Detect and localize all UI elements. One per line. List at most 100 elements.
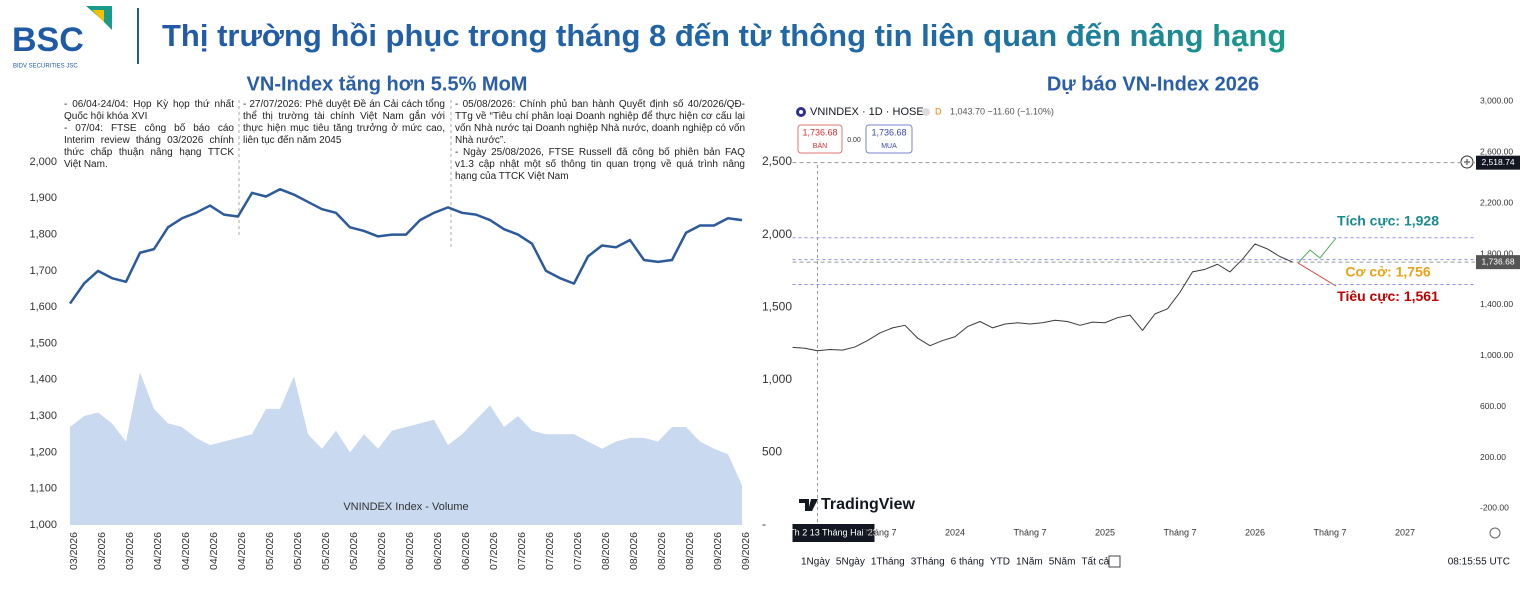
interval-badge: D <box>935 106 942 116</box>
x-tick-label: Tháng 7 <box>1313 527 1346 537</box>
x-tick-label: Tháng 7 <box>1013 527 1046 537</box>
buy-label: MUA <box>881 143 897 150</box>
price-tag: 1,736.68 <box>1481 256 1514 266</box>
settings-icon[interactable] <box>1489 527 1501 539</box>
range-button[interactable]: 3Tháng <box>911 557 945 568</box>
projection-up <box>1297 237 1337 264</box>
range-button[interactable]: 1Tháng <box>871 557 905 568</box>
x-tick-label: 03/2026 <box>96 532 108 570</box>
brand-logo <box>799 499 818 511</box>
range-button[interactable]: 1Ngày <box>801 557 830 568</box>
y2-tick-label: -200.00 <box>1480 503 1509 513</box>
x-tick-label: 04/2026 <box>152 532 164 570</box>
price-tag: 2,518.74 <box>1481 157 1514 167</box>
y2-tick-label: 3,000.00 <box>1480 96 1513 106</box>
y2-tick-label: 1,400.00 <box>1480 299 1513 309</box>
range-button[interactable]: 6 tháng <box>951 557 984 568</box>
range-button[interactable]: 5Ngày <box>836 557 865 568</box>
crosshair-label-bg <box>792 524 875 542</box>
x-tick-label: 2024 <box>945 527 965 537</box>
x-tick-label: 06/2026 <box>432 532 444 570</box>
x-tick-label: 03/2026 <box>124 532 136 570</box>
x-tick-label: 04/2026 <box>180 532 192 570</box>
x-tick-label: 05/2026 <box>348 532 360 570</box>
y-tick-label: 2,000 <box>29 156 57 168</box>
y-tick-label: 1,500 <box>762 299 792 313</box>
annotation-line: - 27/07/2026: Phê duyệt Đề án Cải cách t… <box>243 99 445 146</box>
x-tick-label: 07/2026 <box>572 532 584 570</box>
range-button[interactable]: 1Năm <box>1016 557 1043 568</box>
add-icon <box>1464 159 1470 165</box>
y-tick-label: - <box>762 517 766 531</box>
annotation: - 05/08/2026: Chính phủ ban hành Quyết đ… <box>455 99 745 183</box>
x-tick-label: 2026 <box>1245 527 1265 537</box>
annotation-line: - 05/08/2026: Chính phủ ban hành Quyết đ… <box>455 99 745 146</box>
logo-subtitle: BIDV SECURITIES JSC <box>13 64 78 70</box>
calendar-icon[interactable] <box>1108 555 1121 568</box>
price-tag-bg <box>1476 255 1520 270</box>
chart-title: VN-Index tăng hơn 5.5% MoM <box>247 73 528 95</box>
x-tick-label: 04/2026 <box>236 532 248 570</box>
x-tick-label: 2027 <box>1395 527 1415 537</box>
x-tick-label: 05/2026 <box>320 532 332 570</box>
brand: TradingView <box>821 496 916 513</box>
x-tick-label: 05/2026 <box>292 532 304 570</box>
range-button[interactable]: YTD <box>990 557 1010 568</box>
range-button[interactable]: Tất cả <box>1081 556 1109 568</box>
x-tick-label: 08/2026 <box>656 532 668 570</box>
y2-tick-label: 600.00 <box>1480 401 1506 411</box>
x-tick-label: 08/2026 <box>628 532 640 570</box>
range-button[interactable]: 5Năm <box>1049 557 1076 568</box>
x-tick-label: 06/2026 <box>404 532 416 570</box>
annotation: - 06/04-24/04: Họp Kỳ họp thứ nhất Quốc … <box>64 99 234 171</box>
symbol: VNINDEX · 1D · HOSE <box>810 106 924 118</box>
scenario-label: Tiêu cực: 1,561 <box>1337 288 1439 304</box>
annotation: - 27/07/2026: Phê duyệt Đề án Cải cách t… <box>243 99 445 147</box>
y-tick-label: 1,600 <box>29 301 57 313</box>
x-tick-label: 09/2026 <box>740 532 752 570</box>
scenario-label: Cơ cở: 1,756 <box>1345 263 1430 279</box>
y2-tick-label: 1,800.00 <box>1480 248 1513 258</box>
badge-bg <box>922 108 930 116</box>
y-tick-label: 1,700 <box>29 265 57 277</box>
x-tick-label: 08/2026 <box>600 532 612 570</box>
x-tick-label: Th 2 13 Tháng Hai '23 <box>789 527 878 537</box>
y-tick-label: 1,000 <box>29 519 57 531</box>
slide-title: Thị trường hồi phục trong tháng 8 đến từ… <box>162 18 1286 53</box>
y2-tick-label: 1,000.00 <box>1480 350 1513 360</box>
price-line <box>792 243 1293 352</box>
projection-down <box>1297 262 1337 287</box>
y-tick-label: 1,900 <box>29 192 57 204</box>
buy-price: 1,736.68 <box>871 127 906 137</box>
y-tick-label: 1,000 <box>762 372 792 386</box>
annotation-line: - 06/04-24/04: Họp Kỳ họp thứ nhất Quốc … <box>64 99 234 122</box>
x-tick-label: 05/2026 <box>264 532 276 570</box>
x-tick-label: 07/2026 <box>516 532 528 570</box>
annotation-line: - 07/04: FTSE công bố báo cáo Interim re… <box>64 123 234 170</box>
y2-tick-label: 2,200.00 <box>1480 197 1513 207</box>
logo-mark <box>86 6 112 30</box>
y-tick-label: 1,400 <box>29 374 57 386</box>
x-tick-label: 07/2026 <box>488 532 500 570</box>
scenario-label: Tích cực: 1,928 <box>1337 213 1439 229</box>
price-line <box>68 187 743 305</box>
series-label: VNINDEX Index - Volume <box>343 501 468 513</box>
y-tick-label: 1,300 <box>29 410 57 422</box>
x-tick-label: 06/2026 <box>376 532 388 570</box>
spread: 0.00 <box>847 137 861 144</box>
chart-title: Dự báo VN-Index 2026 <box>1047 73 1259 95</box>
annotation-line: - Ngày 25/08/2026, FTSE Russell đã công … <box>455 147 745 182</box>
x-tick-label: 08/2026 <box>684 532 696 570</box>
y2-tick-label: 200.00 <box>1480 452 1506 462</box>
x-tick-label: 04/2026 <box>208 532 220 570</box>
x-tick-label: 06/2026 <box>460 532 472 570</box>
y-tick-label: 2,500 <box>762 154 792 168</box>
sell-price: 1,736.68 <box>802 127 837 137</box>
buy-box <box>865 124 913 154</box>
y-tick-label: 1,200 <box>29 446 57 458</box>
quote: 1,043.70 −11.60 (−1.10%) <box>950 106 1054 116</box>
x-tick-label: 09/2026 <box>712 532 724 570</box>
sell-box <box>797 124 843 154</box>
